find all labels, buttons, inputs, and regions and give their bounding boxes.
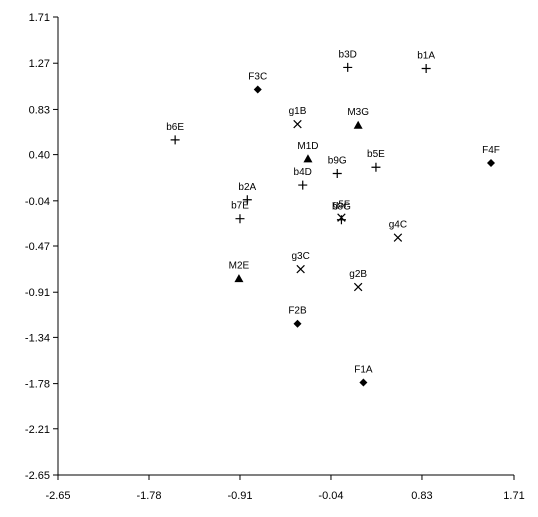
point-label: g3C — [291, 251, 309, 262]
x-tick-label: -0.91 — [227, 490, 252, 502]
point-label: b9G — [328, 156, 347, 167]
point-label: F2B — [288, 306, 307, 317]
y-tick-label: 1.71 — [29, 12, 50, 24]
point-label: b2A — [238, 182, 256, 193]
cross-marker — [293, 119, 302, 129]
plus-marker — [235, 214, 245, 224]
data-point-b2a: b2A — [238, 182, 257, 205]
y-tick-label: -2.65 — [25, 470, 50, 482]
plus-marker — [170, 135, 180, 145]
cross-marker — [393, 233, 403, 242]
data-point-f1a: F1A — [354, 365, 373, 387]
y-tick-label: -1.34 — [25, 332, 50, 344]
point-label: b5E — [367, 149, 385, 160]
data-point-f3c: F3C — [248, 71, 267, 94]
diamond-marker — [253, 85, 262, 94]
y-tick-label: -0.04 — [25, 196, 50, 208]
point-label: M2E — [229, 261, 250, 272]
point-label: b4D — [294, 167, 312, 178]
cross-marker — [353, 282, 363, 292]
data-point-b4d: b4D — [294, 167, 312, 190]
point-label: M1D — [297, 141, 318, 152]
data-point-b7e: b7E — [231, 201, 249, 224]
data-point-b8g: b8G — [332, 202, 351, 225]
data-point-m2e: M2E — [229, 261, 250, 283]
x-tick-label: 0.83 — [411, 490, 432, 502]
axes: 1.71 1.27 0.83 0.40 -0.04 -0.47 -0.91 -1.34 -1.7… — [25, 12, 525, 502]
point-label: b3D — [339, 49, 357, 60]
x-tick-label: -0.04 — [318, 490, 343, 502]
y-tick-label: -2.21 — [25, 424, 50, 436]
data-point-b9g: b9G — [328, 156, 347, 179]
point-label: b8G — [332, 202, 351, 213]
data-point-b1a: b1A — [417, 50, 435, 73]
y-tick-label: -1.78 — [25, 379, 50, 391]
plus-marker — [332, 169, 342, 179]
data-point-g4c: g4C — [389, 220, 407, 242]
data-point-b5e: b5E — [367, 149, 385, 172]
point-label: F3C — [248, 71, 267, 82]
triangle-marker — [303, 154, 313, 163]
y-tick-label: 0.83 — [29, 104, 50, 116]
y-tick-label: 0.40 — [29, 150, 50, 162]
data-point-m3g: M3G — [347, 107, 369, 129]
y-tick-label: -0.91 — [25, 287, 50, 299]
point-label: g5F — [333, 200, 350, 211]
point-label: g4C — [389, 220, 407, 231]
plus-marker — [421, 63, 431, 73]
point-label: F1A — [354, 365, 373, 376]
data-point-g1b: g1B — [289, 106, 307, 129]
point-label: g1B — [289, 106, 307, 117]
y-tick-label: -0.47 — [25, 241, 50, 253]
plus-marker — [343, 62, 353, 72]
data-point-g2b: g2B — [349, 269, 367, 292]
point-label: M3G — [347, 107, 369, 118]
triangle-marker — [234, 274, 244, 283]
plus-marker — [242, 195, 252, 205]
diamond-marker — [486, 159, 495, 168]
x-tick-label: -2.65 — [45, 490, 70, 502]
data-point-g3c: g3C — [291, 251, 310, 274]
data-point-b6e: b6E — [166, 122, 184, 145]
plus-marker — [336, 215, 346, 225]
data-point-m1d: M1D — [297, 141, 319, 163]
point-label: F4F — [482, 145, 500, 156]
point-label: b7E — [231, 201, 249, 212]
data-point-b3d: b3D — [339, 49, 357, 72]
data-points: b3D b1A F3C g1B M3G b6E M1D F4F b5E b9G b4D b2A b7E g… — [166, 49, 500, 387]
point-label: b6E — [166, 122, 184, 133]
data-point-f4f: F4F — [482, 145, 500, 168]
diamond-marker — [293, 319, 302, 328]
x-tick-label: -1.78 — [136, 490, 161, 502]
plus-marker — [371, 162, 381, 172]
diamond-marker — [359, 378, 368, 387]
point-label: b1A — [417, 50, 435, 61]
plus-marker — [298, 180, 308, 190]
cross-marker — [296, 264, 305, 274]
data-point-f2b: F2B — [288, 306, 307, 328]
triangle-marker — [353, 120, 363, 129]
y-tick-label: 1.27 — [29, 58, 50, 70]
x-tick-label: 1.71 — [503, 490, 524, 502]
point-label: g2B — [349, 269, 367, 280]
